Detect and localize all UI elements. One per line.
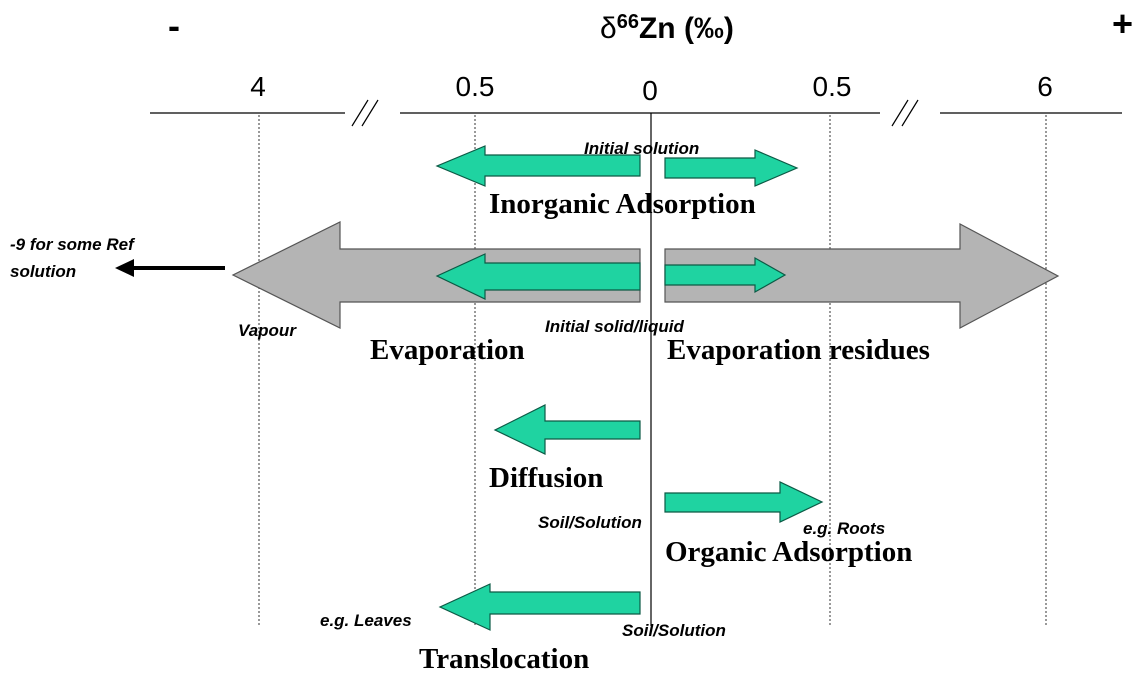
- arrow: [664, 256, 787, 294]
- arrow: [231, 221, 641, 329]
- process-label: Translocation: [419, 643, 589, 674]
- arrow: [664, 223, 1060, 329]
- arrow: [664, 149, 799, 187]
- tick-label: 0.5: [456, 71, 495, 102]
- tick-label: 0.5: [813, 71, 852, 102]
- annotation: Soil/Solution: [622, 621, 726, 640]
- process-label: Diffusion: [489, 462, 603, 494]
- guide-lines: [258, 115, 1047, 626]
- delta: δ: [600, 12, 617, 45]
- axis: [150, 99, 1122, 626]
- process-label: Inorganic Adsorption: [489, 188, 756, 220]
- mass: 66: [617, 11, 639, 33]
- annotation: e.g. Leaves: [320, 611, 412, 630]
- arrow-head: [115, 259, 134, 277]
- annotation: Initial solid/liquid: [545, 317, 684, 336]
- arrow: [435, 253, 641, 300]
- tick-label: 6: [1037, 71, 1053, 102]
- annotation: -9 for some Ref: [10, 235, 136, 254]
- tick-label: 0: [642, 75, 658, 106]
- arrow: [435, 145, 641, 187]
- annotation: Vapour: [238, 321, 297, 340]
- plus-sign: +: [1112, 3, 1133, 44]
- element: Zn (‰): [639, 12, 734, 45]
- arrow: [493, 404, 641, 455]
- process-label: Organic Adsorption: [665, 536, 912, 568]
- axis-title: δ66Zn (‰): [600, 11, 734, 45]
- arrow: [664, 481, 824, 523]
- annotation: e.g. Roots: [803, 519, 885, 538]
- minus-sign: -: [168, 5, 180, 46]
- process-label: Evaporation residues: [667, 334, 930, 366]
- process-label: Evaporation: [370, 334, 525, 366]
- annotation: solution: [10, 262, 76, 281]
- tick-label: 4: [250, 71, 266, 102]
- annotation: Initial solution: [584, 139, 699, 158]
- arrow: [438, 583, 641, 631]
- annotation: Soil/Solution: [538, 513, 642, 532]
